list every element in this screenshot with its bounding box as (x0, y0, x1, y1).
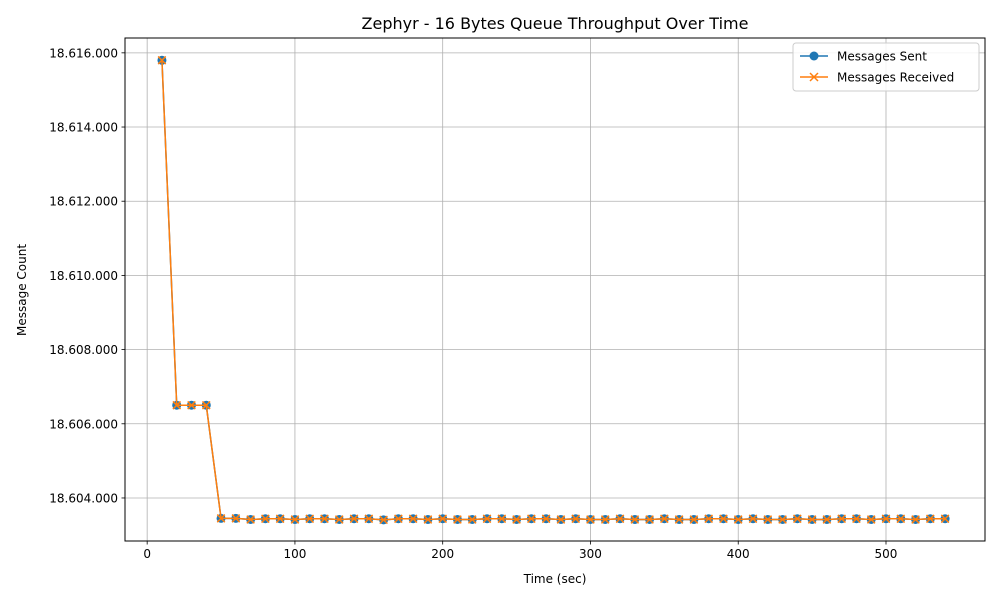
data-point (364, 514, 374, 524)
data-point (408, 514, 418, 524)
y-axis-label: Message Count (15, 244, 29, 336)
data-point (423, 515, 433, 524)
y-tick-label: 18.604.000 (49, 491, 118, 505)
series-messages-received (157, 55, 950, 525)
data-point (689, 515, 699, 524)
data-point (719, 514, 728, 524)
data-point (645, 515, 654, 524)
legend-box (792, 42, 980, 92)
y-tick-label: 18.610.000 (49, 269, 118, 283)
data-point (305, 514, 315, 524)
data-point (615, 514, 625, 524)
x-tick-label: 0 (143, 547, 151, 561)
data-point (231, 514, 241, 523)
grid (125, 38, 985, 541)
legend-received-marker (809, 72, 819, 82)
legend-sent-marker (809, 51, 819, 61)
series-layer (157, 55, 950, 525)
data-point (438, 514, 448, 524)
x-axis-label: Time (sec) (523, 572, 587, 586)
data-point (704, 514, 714, 524)
data-point (896, 514, 906, 524)
chart-title: Zephyr - 16 Bytes Queue Throughput Over … (362, 14, 749, 33)
data-point (275, 514, 285, 524)
data-point (453, 515, 462, 524)
y-tick-label: 18.608.000 (49, 343, 118, 357)
data-point (940, 514, 950, 524)
data-point (866, 515, 876, 524)
data-point (201, 400, 211, 410)
data-point (733, 515, 743, 524)
data-point (261, 514, 270, 524)
data-point (925, 514, 935, 524)
data-point (763, 515, 773, 524)
data-point (911, 515, 920, 524)
data-point (216, 514, 226, 523)
data-point (157, 55, 167, 65)
y-tick-label: 18.614.000 (49, 121, 118, 135)
data-point (881, 514, 891, 524)
data-point (349, 514, 359, 524)
data-point (497, 514, 507, 524)
series-line (161, 60, 946, 521)
data-point (512, 515, 521, 524)
data-point (600, 515, 610, 524)
data-point (674, 515, 684, 524)
legend-sent-label: Messages Sent (837, 50, 927, 64)
data-point (527, 514, 536, 524)
plot-frame (124, 37, 986, 542)
x-tick-label: 200 (431, 547, 454, 561)
data-point (778, 515, 787, 524)
data-point (290, 515, 300, 524)
data-point (482, 514, 492, 524)
data-point (172, 400, 182, 410)
legend: Messages Sent Messages Received (792, 42, 980, 92)
data-point (556, 515, 566, 524)
data-point (837, 514, 846, 524)
data-point (394, 514, 403, 524)
data-point (748, 514, 758, 524)
x-tick-label: 400 (727, 547, 750, 561)
data-point (586, 515, 595, 524)
data-point (467, 515, 477, 524)
y-tick-label: 18.616.000 (49, 46, 118, 60)
data-point (807, 515, 817, 524)
y-axis: 18.604.000 18.606.000 18.608.000 18.610.000… (49, 46, 125, 505)
x-axis: 0 100 200 300 400 500 (143, 541, 897, 561)
data-point (822, 515, 832, 524)
data-point (541, 514, 551, 524)
y-tick-label: 18.612.000 (49, 195, 118, 209)
data-point (379, 515, 388, 525)
x-tick-label: 300 (579, 547, 602, 561)
y-tick-label: 18.606.000 (49, 417, 118, 431)
data-point (630, 515, 640, 524)
x-tick-label: 100 (283, 547, 306, 561)
data-point (571, 514, 581, 524)
data-point (852, 514, 861, 524)
data-point (320, 514, 329, 524)
legend-received-label: Messages Received (837, 71, 954, 85)
data-point (660, 514, 669, 524)
data-point (246, 515, 255, 524)
data-point (187, 400, 196, 410)
data-point (334, 515, 344, 524)
x-tick-label: 500 (875, 547, 898, 561)
data-point (793, 514, 802, 524)
